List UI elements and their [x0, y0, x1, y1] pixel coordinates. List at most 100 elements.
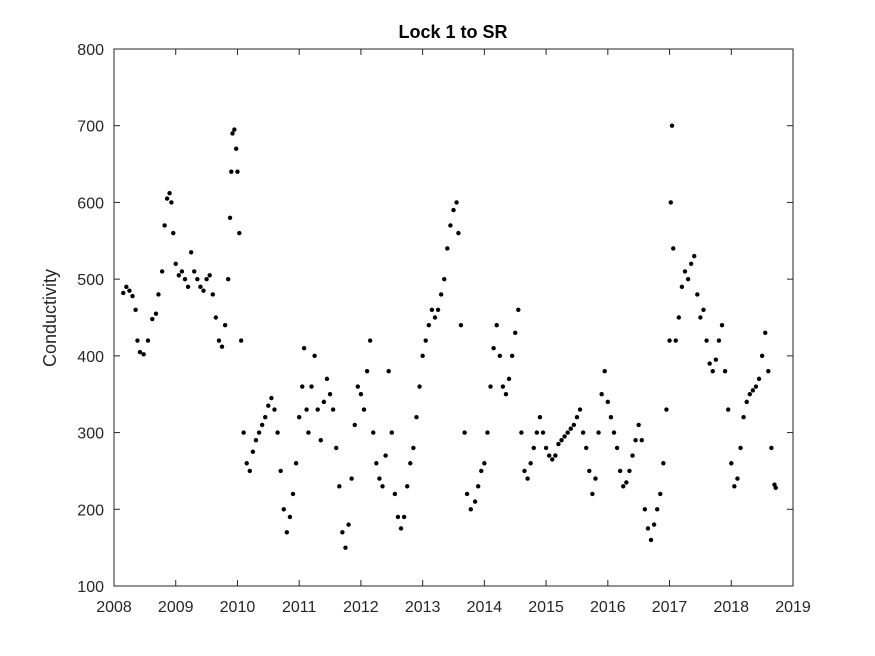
- data-point: [426, 322, 432, 328]
- data-point: [479, 468, 484, 474]
- data-point: [458, 322, 464, 328]
- data-point: [451, 207, 456, 213]
- data-point: [503, 392, 509, 397]
- data-point: [435, 307, 441, 313]
- data-point: [241, 430, 246, 435]
- data-point: [127, 288, 132, 293]
- data-point: [719, 322, 725, 328]
- data-point: [287, 514, 293, 520]
- y-tick-label: 300: [77, 426, 104, 443]
- data-point: [756, 376, 762, 382]
- x-tick-label: 2013: [405, 599, 441, 616]
- data-point: [235, 169, 240, 174]
- x-tick-label: 2018: [713, 599, 749, 616]
- data-point: [448, 223, 453, 228]
- data-point: [309, 384, 314, 389]
- data-point: [162, 223, 167, 228]
- data-point: [293, 461, 299, 466]
- data-point: [301, 345, 307, 351]
- data-point: [614, 445, 620, 451]
- x-tick-label: 2011: [282, 599, 317, 616]
- data-point: [192, 269, 197, 274]
- data-point: [669, 123, 675, 128]
- data-point: [432, 315, 438, 320]
- data-point: [278, 468, 283, 474]
- data-point: [185, 284, 191, 290]
- data-point: [176, 273, 182, 278]
- data-point: [229, 169, 234, 174]
- data-point: [506, 376, 512, 382]
- data-point: [321, 399, 327, 405]
- data-point: [153, 311, 159, 316]
- data-point: [337, 484, 342, 489]
- data-point: [584, 445, 589, 451]
- data-point: [546, 453, 552, 458]
- data-point: [250, 449, 256, 454]
- data-point: [423, 338, 428, 343]
- data-point: [167, 191, 172, 196]
- data-point: [417, 384, 422, 389]
- data-point: [306, 430, 311, 435]
- data-point: [633, 438, 638, 443]
- data-point: [673, 338, 678, 343]
- data-point: [679, 284, 685, 290]
- data-point: [769, 445, 774, 451]
- data-point: [121, 290, 126, 296]
- data-point: [442, 276, 447, 282]
- data-point: [141, 352, 146, 357]
- data-point: [219, 344, 225, 349]
- data-point: [156, 292, 161, 297]
- data-point: [392, 491, 398, 497]
- data-point: [259, 422, 265, 428]
- x-tick-label: 2015: [528, 599, 564, 616]
- data-point: [225, 276, 231, 282]
- data-point: [334, 445, 339, 451]
- data-point: [137, 349, 143, 355]
- data-point: [744, 399, 749, 405]
- data-point: [648, 537, 654, 543]
- data-point: [445, 246, 450, 251]
- y-tick-label: 100: [77, 579, 104, 596]
- data-point: [429, 307, 435, 313]
- data-point: [386, 369, 391, 374]
- data-point: [383, 453, 388, 458]
- data-point: [358, 392, 364, 397]
- y-tick-label: 200: [77, 502, 104, 519]
- data-point: [207, 273, 212, 278]
- data-point: [361, 407, 367, 412]
- data-point: [611, 430, 617, 435]
- data-point: [531, 445, 536, 451]
- data-point: [377, 476, 382, 481]
- data-point: [222, 322, 228, 328]
- data-point: [747, 392, 752, 397]
- data-point: [234, 146, 239, 151]
- data-point: [722, 369, 728, 374]
- data-point: [753, 384, 759, 389]
- data-point: [330, 407, 336, 412]
- data-point: [135, 338, 140, 343]
- data-point: [759, 353, 765, 359]
- data-point: [355, 384, 361, 389]
- data-point: [627, 468, 632, 474]
- chart-title: Lock 1 to SR: [398, 22, 507, 42]
- data-point: [462, 430, 467, 435]
- data-point: [655, 507, 660, 512]
- data-point: [550, 457, 555, 462]
- data-point: [528, 461, 533, 466]
- data-point: [596, 430, 601, 435]
- y-tick-label: 500: [77, 272, 104, 289]
- data-point: [374, 461, 379, 466]
- data-point: [630, 453, 635, 458]
- data-point: [401, 514, 407, 520]
- x-tick-label: 2008: [96, 599, 132, 616]
- data-point: [398, 526, 404, 531]
- data-point: [571, 422, 577, 428]
- data-point: [411, 445, 416, 451]
- data-point: [661, 461, 666, 466]
- data-point: [568, 426, 573, 431]
- data-point: [133, 307, 138, 313]
- data-point: [667, 338, 672, 343]
- y-tick-label: 700: [77, 119, 104, 136]
- data-point: [701, 307, 706, 313]
- data-point: [729, 461, 734, 466]
